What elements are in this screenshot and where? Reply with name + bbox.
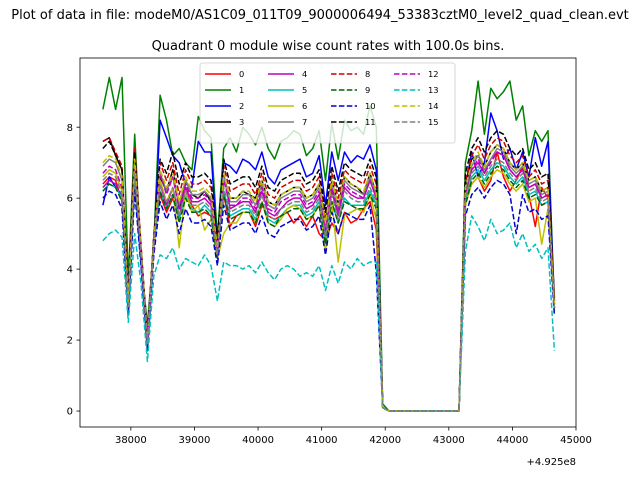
legend-label-3: 3: [239, 117, 244, 127]
axes-title: Quadrant 0 module wise count rates with …: [152, 39, 505, 54]
legend-label-13: 13: [428, 85, 439, 95]
series-line-10: [102, 179, 556, 412]
legend-label-11: 11: [365, 117, 376, 127]
legend-label-8: 8: [365, 69, 370, 79]
legend-label-14: 14: [428, 101, 439, 111]
series-lines: [102, 76, 556, 412]
series-line-12: [102, 151, 556, 412]
legend-label-0: 0: [239, 69, 244, 79]
x-axis-offset-label: +4.925e8: [526, 457, 576, 468]
x-tick-label: 43000: [433, 435, 465, 446]
y-axis: 0 2 4 6 8: [67, 123, 80, 418]
legend-label-10: 10: [365, 101, 376, 111]
x-tick-label: 42000: [369, 435, 401, 446]
series-line-8: [102, 137, 556, 412]
x-tick-label: 38000: [115, 435, 147, 446]
legend-label-5: 5: [302, 85, 307, 95]
series-line-15: [102, 158, 556, 412]
legend-label-6: 6: [302, 101, 307, 111]
legend-label-4: 4: [302, 69, 307, 79]
x-tick-label: 41000: [306, 435, 338, 446]
series-line-1: [102, 76, 556, 412]
legend-label-7: 7: [302, 117, 307, 127]
x-tick-label: 45000: [560, 435, 592, 446]
y-tick-label: 8: [67, 123, 73, 134]
x-tick-label: 40000: [242, 435, 274, 446]
series-line-9: [102, 165, 556, 412]
legend-label-12: 12: [428, 69, 439, 79]
series-line-14: [102, 144, 556, 412]
x-tick-label: 44000: [497, 435, 529, 446]
y-tick-label: 2: [67, 336, 73, 347]
x-tick-label: 39000: [179, 435, 211, 446]
x-axis: 38000 39000 40000 41000 42000 43000 44000 45000: [115, 427, 592, 446]
series-line-13: [102, 215, 556, 412]
y-tick-label: 4: [67, 265, 73, 276]
legend-label-1: 1: [239, 85, 244, 95]
plot-area-frame: [79, 57, 577, 428]
y-tick-label: 6: [67, 194, 73, 205]
legend-label-2: 2: [239, 101, 244, 111]
y-tick-label: 0: [67, 407, 73, 418]
legend-label-15: 15: [428, 117, 439, 127]
legend-label-9: 9: [365, 85, 370, 95]
figure-suptitle: Plot of data in file: modeM0/AS1C09_011T…: [11, 8, 628, 23]
legend-box: [199, 62, 456, 144]
